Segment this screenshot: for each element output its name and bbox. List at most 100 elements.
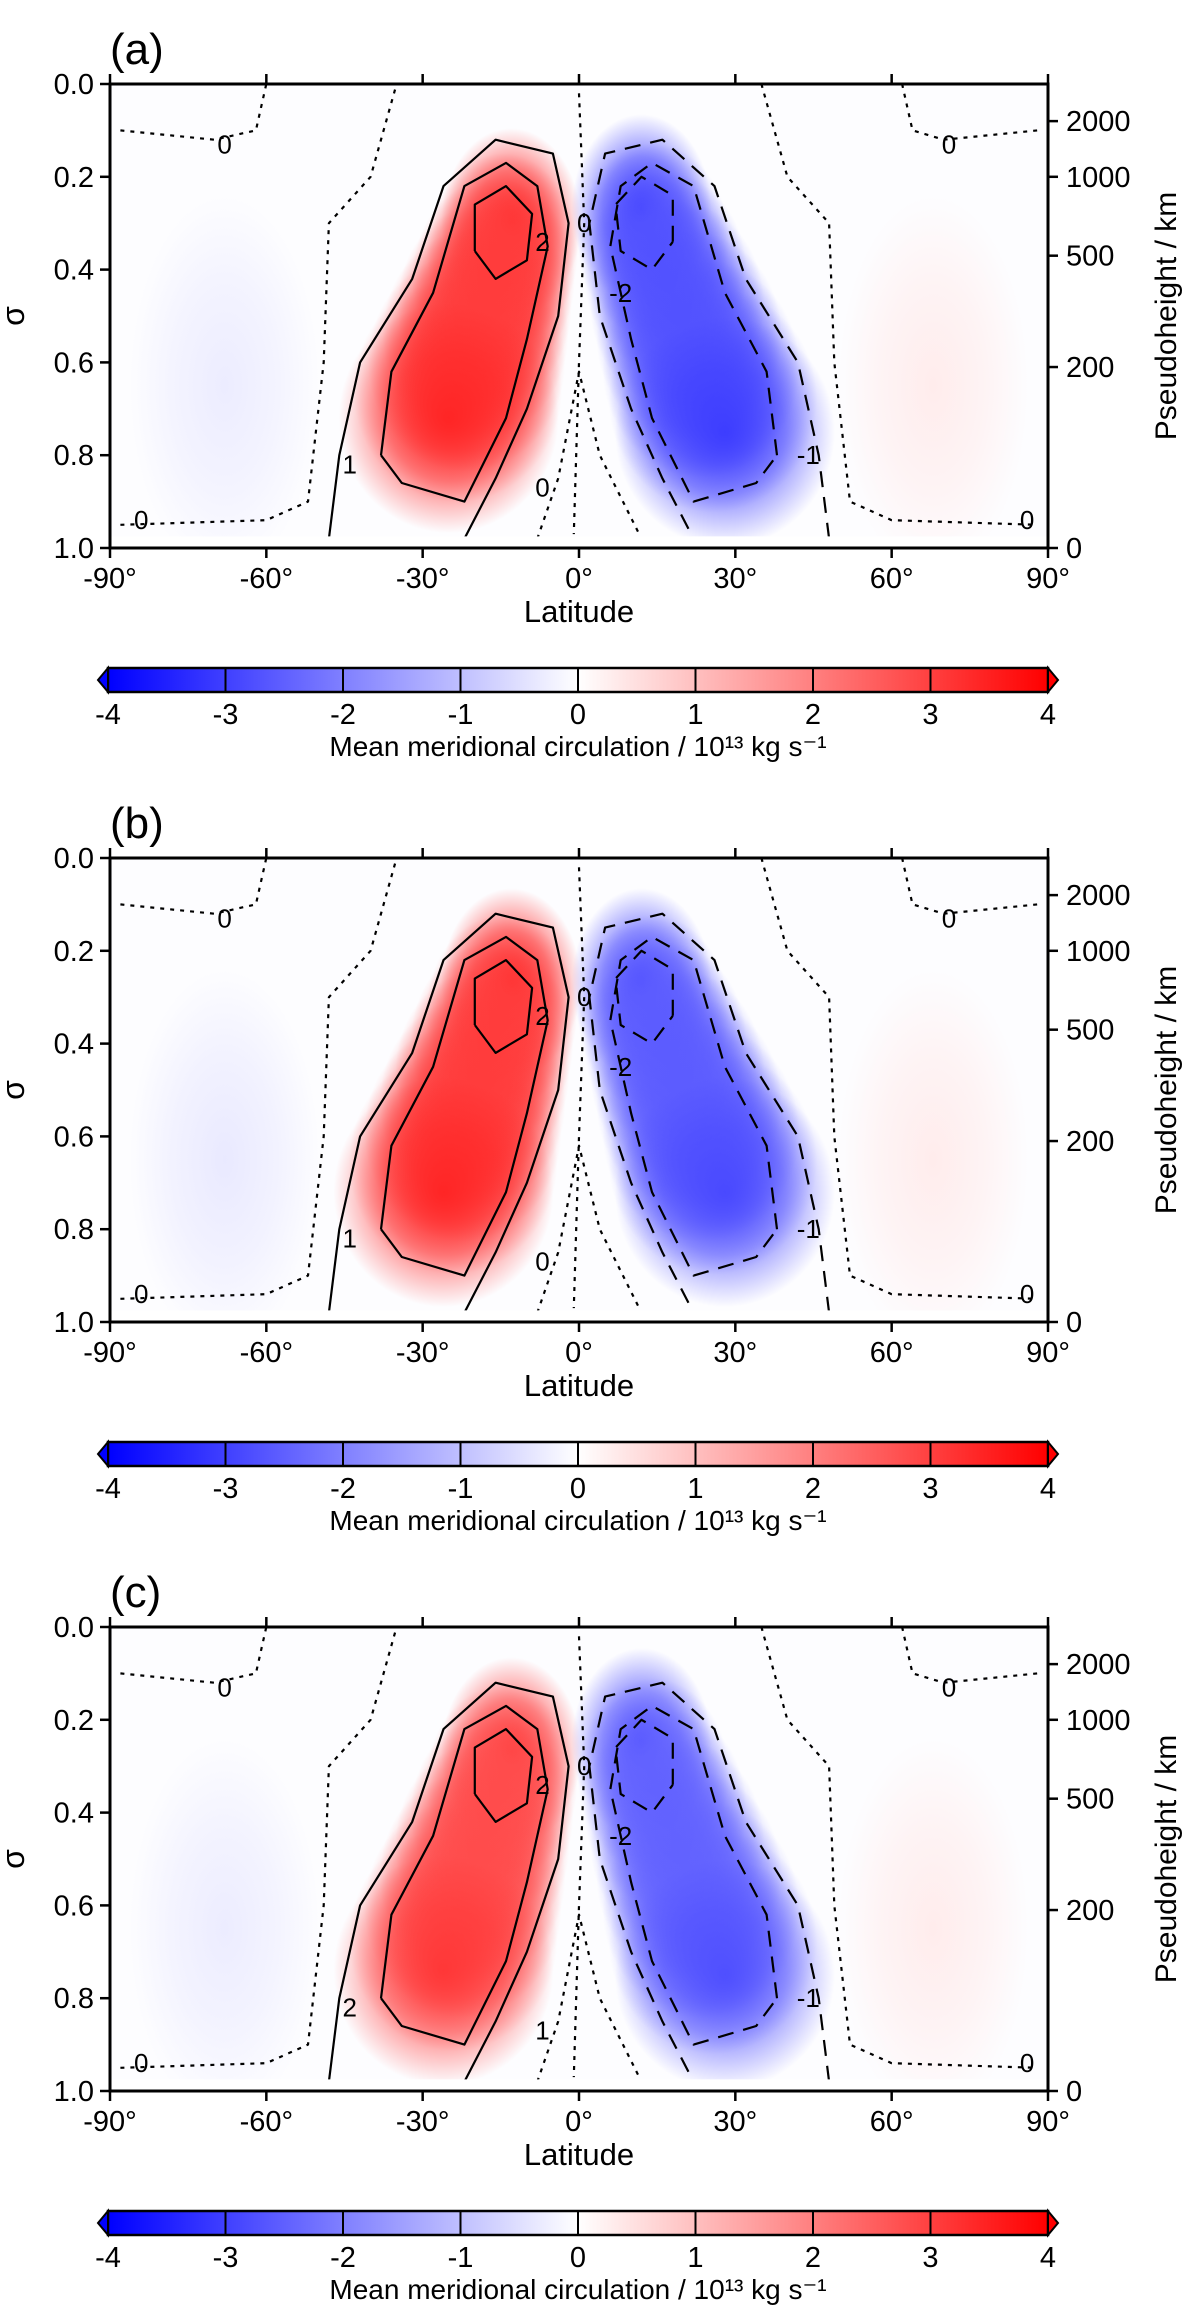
zero-contour <box>536 1144 642 1311</box>
northern-hemisphere-positive-cell-blob <box>333 1855 554 2080</box>
colorbar-tick-label: -4 <box>95 699 121 731</box>
colorbar-tick-label: -1 <box>448 699 474 731</box>
contour-label: 1 <box>535 2016 549 2046</box>
contour-label: 0 <box>535 1247 549 1277</box>
y-right-tick-label: 200 <box>1066 1126 1114 1158</box>
contour-3 <box>473 959 534 1054</box>
contour-2 <box>379 1704 549 2046</box>
weak-positive-high-latitude-cell <box>838 1738 1029 2080</box>
contour-label: 0 <box>942 129 956 159</box>
colorbar-tick-label: -2 <box>330 2242 356 2274</box>
contour-3 <box>473 1728 534 1823</box>
x-tick-label: 60° <box>870 2106 914 2138</box>
zero-contour <box>901 84 1038 141</box>
y-right-tick-label: 500 <box>1066 241 1114 273</box>
colorbar-tick-label: 2 <box>805 1473 821 1505</box>
contour-neg-2 <box>609 935 779 1277</box>
y-right-tick-label: 2000 <box>1066 106 1131 138</box>
contour-label: 0 <box>1020 505 1034 535</box>
y-right-axis-label: Pseudoheight / km <box>1150 1735 1183 1983</box>
contour-label: -1 <box>797 440 820 470</box>
colorbar-tick-label: -4 <box>95 1473 121 1505</box>
y-right-tick-label: 200 <box>1066 1895 1114 1927</box>
y-right-tick-label: 2000 <box>1066 880 1131 912</box>
colorbar: -4 -3 -2 -1 0 1 2 3 4 Mean meridional circulation… <box>95 1439 1060 1536</box>
contour-label: 1 <box>342 1223 356 1253</box>
colorbar-tick-label: -3 <box>213 699 239 731</box>
panel-a: (a) 0 0 0 0 0 0 1 2 -1 -2 -90° -60° -30° 0° 30° 60° 90° La… <box>0 25 1183 762</box>
southern-hemisphere-negative-cell-blob <box>614 317 835 537</box>
y-axis-label: σ <box>0 1080 31 1100</box>
y-tick-label: 1.0 <box>54 2076 94 2108</box>
y-right-axis-label: Pseudoheight / km <box>1150 192 1183 440</box>
contour-1 <box>328 138 570 537</box>
y-tick-label: 0.4 <box>54 255 94 287</box>
zero-contour <box>536 370 642 537</box>
contour-label: -2 <box>609 278 632 308</box>
y-tick-label: 0.6 <box>54 1121 94 1153</box>
y-tick-label: 0.4 <box>54 1798 94 1830</box>
colorbar-tick-label: 1 <box>687 1473 703 1505</box>
colorbar: -4 -3 -2 -1 0 1 2 3 4 Mean meridional circulation… <box>95 2208 1060 2305</box>
contour-label: -2 <box>609 1821 632 1851</box>
colorbar-tick-label: 1 <box>687 2242 703 2274</box>
contour-label: 0 <box>217 1672 231 1702</box>
y-axis-label: σ <box>0 306 31 326</box>
colorbar-tick-label: -1 <box>448 2242 474 2274</box>
x-tick-label: -60° <box>240 2106 294 2138</box>
contour-label: 2 <box>535 1770 549 1800</box>
y-tick-label: 0.2 <box>54 936 94 968</box>
contour-label: 0 <box>942 1672 956 1702</box>
contour-neg-2 <box>609 1704 779 2046</box>
contour-label: 0 <box>134 2048 148 2078</box>
y-right-tick-label: 1000 <box>1066 936 1131 968</box>
weak-negative-high-latitude-cell <box>129 195 320 537</box>
x-axis-label: Latitude <box>524 1368 634 1403</box>
y-tick-label: 0.6 <box>54 347 94 379</box>
circulation-field <box>110 858 1048 1311</box>
colorbar-tick-label: 4 <box>1040 1473 1056 1505</box>
colorbar-tick-label: -2 <box>330 1473 356 1505</box>
y-tick-label: 0.0 <box>54 843 94 875</box>
colorbar-tick-label: -3 <box>213 2242 239 2274</box>
x-tick-label: -90° <box>83 1337 137 1369</box>
y-tick-label: 1.0 <box>54 1307 94 1339</box>
x-tick-label: 90° <box>1026 2106 1070 2138</box>
contour-2 <box>379 935 549 1277</box>
y-tick-label: 1.0 <box>54 533 94 565</box>
x-tick-label: -30° <box>396 1337 450 1369</box>
y-tick-label: 0.2 <box>54 1705 94 1737</box>
x-tick-label: 60° <box>870 563 914 595</box>
colorbar-tick-label: 0 <box>570 699 586 731</box>
zero-contour <box>760 1627 1038 2069</box>
contour-label: -1 <box>797 1214 820 1244</box>
contour-label: 0 <box>535 473 549 503</box>
contour-label: 0 <box>217 903 231 933</box>
zero-contour <box>120 858 268 915</box>
y-right-tick-label: 500 <box>1066 1784 1114 1816</box>
circulation-field <box>110 1627 1048 2080</box>
weak-negative-high-latitude-cell <box>129 1738 320 2080</box>
y-right-tick-label: 500 <box>1066 1015 1114 1047</box>
colorbar-tick-label: 1 <box>687 699 703 731</box>
x-tick-label: 0° <box>565 563 593 595</box>
contour-neg-1 <box>588 138 830 537</box>
colorbar-tick-label: -3 <box>213 1473 239 1505</box>
x-axis-label: Latitude <box>524 594 634 629</box>
contour-label: 0 <box>134 505 148 535</box>
x-tick-label: -60° <box>240 563 294 595</box>
weak-positive-high-latitude-cell <box>838 195 1029 537</box>
panel-label: (a) <box>110 25 164 74</box>
y-right-tick-label: 0 <box>1066 1307 1082 1339</box>
zero-contour <box>120 1627 398 2069</box>
y-tick-label: 0.8 <box>54 440 94 472</box>
y-right-tick-label: 0 <box>1066 533 1082 565</box>
colorbar: -4 -3 -2 -1 0 1 2 3 4 Mean meridional circulation… <box>95 665 1060 762</box>
contour-label: 0 <box>1020 1279 1034 1309</box>
contour-2 <box>379 161 549 503</box>
y-right-tick-label: 2000 <box>1066 1649 1131 1681</box>
contour-label: 1 <box>342 449 356 479</box>
contour-label: 2 <box>535 1001 549 1031</box>
contour-neg-2 <box>609 161 779 503</box>
